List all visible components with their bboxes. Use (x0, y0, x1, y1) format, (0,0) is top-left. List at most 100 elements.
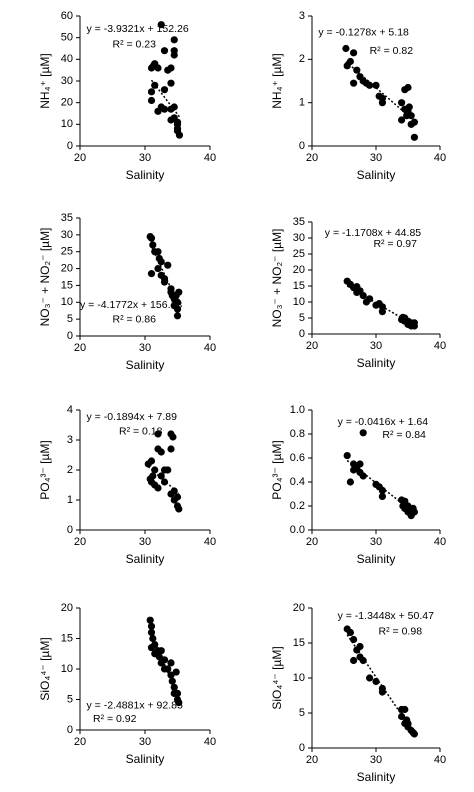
data-point (167, 64, 175, 72)
data-point (403, 716, 411, 724)
equation: y = -0.1278x + 5.18 (318, 27, 409, 39)
y-tick-label: 35 (293, 216, 305, 228)
y-tick-label: 0 (67, 140, 73, 152)
y-tick-label: 10 (61, 296, 73, 308)
y-tick-label: 3 (67, 434, 73, 446)
data-point (175, 698, 183, 707)
data-point (372, 677, 380, 686)
x-axis-title: Salinity (126, 358, 165, 372)
data-point (160, 466, 169, 474)
r-squared: R² = 0.23 (113, 38, 157, 50)
y-tick-label: 25 (61, 246, 73, 258)
equation: y = -0.1894x + 7.89 (87, 411, 178, 423)
y-tick-label: 20 (61, 97, 73, 109)
data-point (409, 504, 417, 512)
y-tick-label: 1 (67, 494, 73, 506)
y-tick-label: 5 (299, 707, 305, 719)
data-point (401, 705, 409, 714)
data-point (409, 729, 417, 737)
y-tick-label: 10 (61, 118, 73, 130)
y-tick-label: 0 (299, 140, 305, 152)
equation: y = -0.0416x + 1.64 (338, 416, 429, 428)
data-point (167, 79, 175, 87)
y-tick-label: 20 (61, 602, 73, 614)
x-axis-title: Salinity (126, 552, 165, 566)
x-tick-label: 30 (370, 754, 382, 766)
data-point (160, 478, 169, 486)
data-point (170, 683, 178, 691)
y-tick-label: 5 (67, 313, 73, 325)
data-point (167, 116, 175, 124)
y-tick-label: 25 (293, 248, 305, 260)
y-tick-label: 2 (299, 53, 305, 65)
data-point (398, 712, 406, 721)
data-point (157, 21, 165, 29)
data-point (398, 116, 406, 124)
data-point (173, 312, 182, 320)
data-point (378, 492, 386, 500)
x-tick-label: 20 (306, 152, 318, 164)
data-point (359, 472, 367, 480)
data-point (147, 234, 156, 242)
data-point (405, 103, 413, 111)
data-point (410, 322, 418, 330)
data-point (151, 641, 159, 649)
data-point (147, 457, 156, 465)
data-point (157, 448, 165, 456)
x-axis-title: Salinity (357, 168, 396, 182)
r-squared: R² = 0.84 (382, 429, 426, 441)
y-tick-label: 4 (67, 404, 73, 416)
data-point (164, 261, 172, 269)
x-tick-label: 40 (204, 342, 216, 354)
data-point (346, 57, 354, 66)
data-point (366, 674, 374, 682)
x-tick-label: 20 (306, 340, 318, 352)
data-point (378, 94, 386, 102)
y-tick-label: 50 (61, 32, 73, 44)
y-tick-label: 5 (299, 312, 305, 324)
x-tick-label: 40 (434, 152, 446, 164)
y-tick-label: 0.0 (290, 524, 305, 536)
x-axis-title: Salinity (357, 552, 396, 566)
data-point (157, 647, 165, 655)
data-point (398, 99, 406, 107)
x-axis-title: Salinity (357, 356, 396, 370)
data-point (167, 445, 175, 453)
data-point (151, 466, 159, 474)
data-point (372, 81, 380, 89)
y-axis-title: NO₃⁻ + NO₂⁻ [µM] (270, 229, 284, 328)
y-tick-label: 0 (67, 524, 73, 536)
data-point (350, 49, 358, 57)
x-tick-label: 20 (74, 342, 86, 354)
data-point (168, 677, 176, 685)
data-point (154, 248, 162, 256)
data-point (160, 278, 169, 286)
y-tick-label: 15 (293, 637, 305, 649)
y-tick-label: 30 (293, 232, 305, 244)
r-squared: R² = 0.98 (379, 626, 423, 638)
data-point (164, 665, 172, 673)
data-point (172, 668, 180, 676)
y-tick-label: 20 (293, 264, 305, 276)
data-point (170, 487, 178, 495)
y-tick-label: 0.8 (290, 428, 305, 440)
data-point (160, 86, 169, 94)
data-point (160, 105, 169, 113)
equation: y = -1.3448x + 50.47 (338, 610, 434, 622)
data-point (350, 79, 358, 87)
data-point (160, 656, 169, 664)
y-tick-label: 1.0 (290, 404, 305, 416)
y-tick-label: 60 (61, 10, 73, 22)
data-point (378, 486, 386, 494)
y-tick-label: 20 (293, 602, 305, 614)
x-tick-label: 30 (139, 342, 151, 354)
data-point (154, 430, 162, 438)
y-tick-label: 20 (61, 262, 73, 274)
y-tick-label: 0 (299, 328, 305, 340)
y-axis-title: SiO₄⁴⁻ [µM] (270, 646, 284, 709)
data-point (404, 83, 412, 92)
data-point (356, 460, 364, 468)
data-point (147, 628, 156, 637)
data-point (146, 616, 154, 624)
